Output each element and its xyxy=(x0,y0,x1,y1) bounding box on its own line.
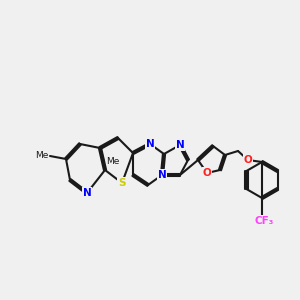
Text: N: N xyxy=(158,170,166,180)
Text: N: N xyxy=(146,139,154,149)
Text: N: N xyxy=(82,188,91,198)
Text: N: N xyxy=(176,140,184,150)
Text: S: S xyxy=(118,178,126,188)
Text: N: N xyxy=(158,170,166,180)
Text: O: O xyxy=(244,155,252,165)
Text: CF₃: CF₃ xyxy=(254,216,274,226)
Text: O: O xyxy=(202,168,211,178)
Text: Me: Me xyxy=(106,158,119,166)
Text: Me: Me xyxy=(34,152,48,160)
